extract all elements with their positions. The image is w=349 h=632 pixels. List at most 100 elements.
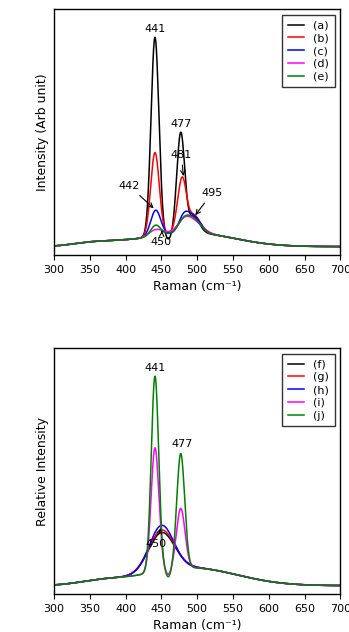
(c) xyxy=(302,243,306,250)
(e) xyxy=(52,242,56,250)
(d) xyxy=(185,212,190,220)
(j) xyxy=(153,372,157,380)
(c) xyxy=(333,243,337,250)
(i) xyxy=(52,581,56,588)
(g) xyxy=(174,544,178,552)
(g) xyxy=(52,581,56,588)
(i) xyxy=(153,444,157,452)
(a) xyxy=(85,238,89,246)
Text: 450: 450 xyxy=(146,529,167,549)
(f) xyxy=(333,581,337,589)
(a) xyxy=(174,176,178,184)
(b) xyxy=(302,243,306,250)
Legend: (a), (b), (c), (d), (e): (a), (b), (c), (d), (e) xyxy=(282,15,335,87)
(j) xyxy=(102,575,106,583)
Text: 450: 450 xyxy=(151,231,172,247)
(g) xyxy=(85,577,89,585)
(i) xyxy=(333,581,337,589)
(a) xyxy=(153,33,157,41)
(j) xyxy=(174,504,178,511)
(b) xyxy=(174,205,178,213)
(e) xyxy=(162,228,166,236)
(d) xyxy=(52,242,56,250)
(b) xyxy=(102,237,106,245)
(g) xyxy=(302,581,306,588)
(j) xyxy=(302,581,306,588)
Text: 441: 441 xyxy=(144,363,165,373)
Line: (j): (j) xyxy=(54,376,340,585)
(f) xyxy=(174,545,178,553)
Text: 442: 442 xyxy=(119,181,153,207)
(b) xyxy=(85,238,89,246)
(g) xyxy=(160,526,164,534)
(b) xyxy=(52,242,56,250)
(j) xyxy=(85,577,89,585)
(a) xyxy=(52,242,56,250)
(i) xyxy=(85,577,89,585)
(c) xyxy=(102,237,106,245)
(h) xyxy=(52,581,56,588)
(f) xyxy=(52,581,56,588)
Line: (c): (c) xyxy=(54,210,340,246)
(e) xyxy=(333,243,337,250)
(d) xyxy=(333,243,337,250)
(j) xyxy=(52,581,56,588)
(d) xyxy=(85,238,89,246)
(c) xyxy=(85,238,89,246)
Line: (b): (b) xyxy=(54,152,340,246)
(i) xyxy=(102,575,106,583)
(a) xyxy=(302,243,306,250)
Line: (g): (g) xyxy=(54,530,340,585)
Legend: (f), (g), (h), (i), (j): (f), (g), (h), (i), (j) xyxy=(282,354,335,426)
Line: (i): (i) xyxy=(54,448,340,585)
(h) xyxy=(160,521,164,529)
(b) xyxy=(162,222,166,229)
Text: 441: 441 xyxy=(144,24,165,34)
(g) xyxy=(162,526,166,534)
(e) xyxy=(174,224,178,232)
Text: 495: 495 xyxy=(196,188,223,214)
(h) xyxy=(333,581,337,589)
X-axis label: Raman (cm⁻¹): Raman (cm⁻¹) xyxy=(153,281,242,293)
(f) xyxy=(85,577,89,585)
Line: (f): (f) xyxy=(54,532,340,585)
(a) xyxy=(162,219,166,226)
(c) xyxy=(52,242,56,250)
(b) xyxy=(153,149,157,156)
(h) xyxy=(85,577,89,585)
Line: (e): (e) xyxy=(54,215,340,246)
X-axis label: Raman (cm⁻¹): Raman (cm⁻¹) xyxy=(153,619,242,632)
(h) xyxy=(338,581,342,589)
(d) xyxy=(162,227,166,234)
(a) xyxy=(338,243,342,250)
(j) xyxy=(162,558,166,566)
(g) xyxy=(338,581,342,589)
Line: (d): (d) xyxy=(54,216,340,246)
(h) xyxy=(162,522,166,530)
Text: 477: 477 xyxy=(171,439,193,449)
(j) xyxy=(338,581,342,589)
(e) xyxy=(302,243,306,250)
Y-axis label: Intensity (Arb unit): Intensity (Arb unit) xyxy=(36,73,49,191)
(i) xyxy=(162,559,166,566)
(f) xyxy=(162,529,166,537)
(g) xyxy=(333,581,337,589)
(c) xyxy=(174,224,178,231)
(b) xyxy=(333,243,337,250)
(d) xyxy=(302,243,306,250)
(f) xyxy=(160,528,164,536)
(a) xyxy=(333,243,337,250)
(d) xyxy=(174,222,178,230)
(b) xyxy=(338,243,342,250)
Text: 481: 481 xyxy=(171,150,192,175)
(h) xyxy=(174,544,178,551)
(i) xyxy=(174,530,178,537)
Line: (a): (a) xyxy=(54,37,340,246)
(e) xyxy=(186,211,190,219)
(j) xyxy=(333,581,337,589)
Line: (h): (h) xyxy=(54,525,340,585)
(d) xyxy=(102,237,106,245)
(h) xyxy=(102,575,106,583)
(i) xyxy=(302,581,306,588)
(d) xyxy=(338,243,342,250)
